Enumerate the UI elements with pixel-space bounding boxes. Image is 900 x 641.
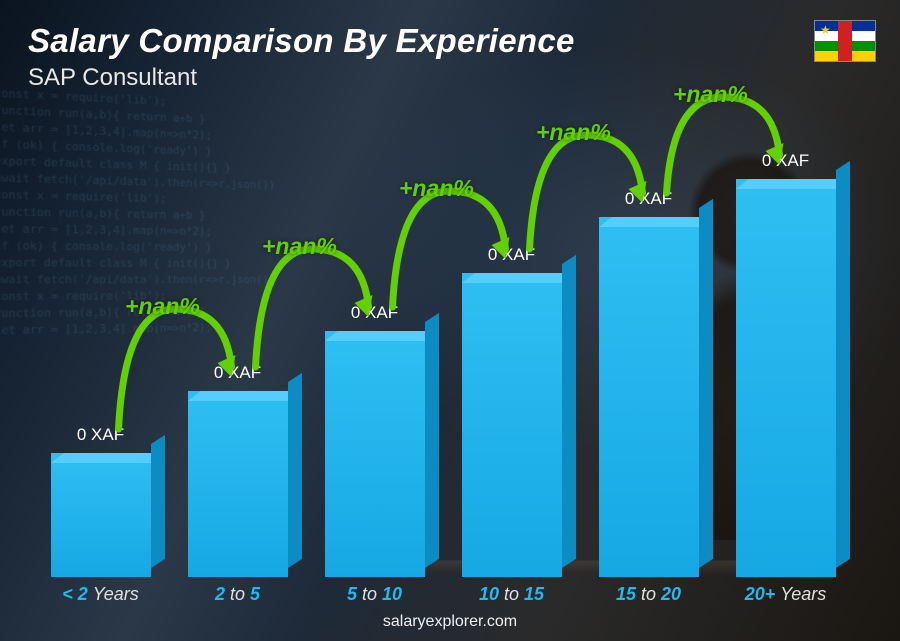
increase-arrow-head-icon: [492, 237, 510, 259]
increase-arrow: [256, 249, 369, 367]
xlabel-pre: 20+: [745, 584, 776, 604]
chart-container: Salary Comparison By Experience SAP Cons…: [0, 0, 900, 641]
footer-credit: salaryexplorer.com: [0, 613, 900, 631]
chart-title: Salary Comparison By Experience: [28, 22, 872, 60]
xlabel-post: Years: [780, 584, 826, 604]
x-axis-label: 20+ Years: [723, 584, 848, 605]
xlabel-post: 20: [661, 584, 681, 604]
xlabel-pre: < 2: [62, 584, 88, 604]
increase-arrow-head-icon: [766, 143, 784, 165]
increase-arrow: [393, 191, 506, 307]
flag-vertical-stripe: [838, 21, 852, 61]
increase-arrow: [530, 135, 643, 249]
x-axis-label: < 2 Years: [38, 584, 163, 605]
increase-arrow-head-icon: [355, 295, 373, 317]
x-axis-label: 10 to 15: [449, 584, 574, 605]
xlabel-pre: 5: [347, 584, 357, 604]
xlabel-mid: to: [504, 584, 519, 604]
x-axis-label: 5 to 10: [312, 584, 437, 605]
increase-arrow-head-icon: [218, 355, 236, 377]
xlabel-post: 10: [382, 584, 402, 604]
increase-arrow: [119, 309, 232, 429]
increase-arrow-head-icon: [629, 181, 647, 203]
flag-star-icon: ★: [820, 23, 831, 37]
xlabel-mid: to: [641, 584, 656, 604]
chart-subtitle: SAP Consultant: [28, 64, 872, 92]
xlabel-pre: 2: [215, 584, 225, 604]
xlabel-post: Years: [93, 584, 139, 604]
xlabel-pre: 15: [616, 584, 636, 604]
xlabel-mid: to: [230, 584, 245, 604]
increase-arrow: [667, 97, 780, 193]
xlabel-pre: 10: [479, 584, 499, 604]
arrows-layer: [38, 107, 848, 577]
country-flag: ★: [814, 20, 876, 62]
x-axis-labels: < 2 Years2 to 55 to 1010 to 1515 to 2020…: [38, 584, 848, 605]
x-axis-label: 2 to 5: [175, 584, 300, 605]
x-axis-label: 15 to 20: [586, 584, 711, 605]
xlabel-post: 15: [524, 584, 544, 604]
xlabel-mid: to: [362, 584, 377, 604]
xlabel-post: 5: [250, 584, 260, 604]
bar-chart: 0 XAF0 XAF0 XAF0 XAF0 XAF0 XAF +nan%+nan…: [38, 107, 848, 577]
